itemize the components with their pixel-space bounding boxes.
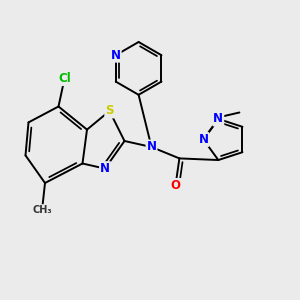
Text: N: N — [111, 49, 121, 62]
Text: N: N — [213, 112, 223, 125]
Text: O: O — [170, 179, 181, 192]
Text: S: S — [105, 104, 114, 118]
Text: N: N — [100, 162, 110, 175]
Text: N: N — [146, 140, 157, 154]
Text: CH₃: CH₃ — [32, 205, 52, 215]
Text: N: N — [198, 133, 208, 146]
Text: Cl: Cl — [58, 72, 71, 85]
